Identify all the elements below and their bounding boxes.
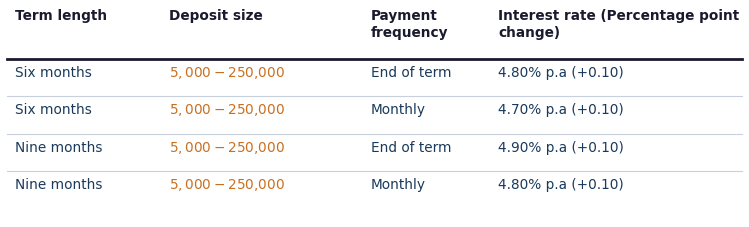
Text: Payment
frequency: Payment frequency <box>371 9 448 40</box>
Text: Monthly: Monthly <box>371 103 425 117</box>
Text: $5,000-$250,000: $5,000-$250,000 <box>169 65 285 81</box>
Text: 4.80% p.a (+0.10): 4.80% p.a (+0.10) <box>498 178 624 192</box>
Text: Nine months: Nine months <box>15 178 103 192</box>
Text: 4.70% p.a (+0.10): 4.70% p.a (+0.10) <box>498 103 624 117</box>
Text: 4.90% p.a (+0.10): 4.90% p.a (+0.10) <box>498 141 624 155</box>
Text: 4.80% p.a (+0.10): 4.80% p.a (+0.10) <box>498 66 624 80</box>
Text: Six months: Six months <box>15 103 92 117</box>
Text: Six months: Six months <box>15 66 92 80</box>
Text: End of term: End of term <box>371 66 451 80</box>
Text: Interest rate (Percentage point
change): Interest rate (Percentage point change) <box>498 9 739 40</box>
Text: $5,000-$250,000: $5,000-$250,000 <box>169 140 285 155</box>
Text: $5,000-$250,000: $5,000-$250,000 <box>169 102 285 118</box>
Text: Nine months: Nine months <box>15 141 103 155</box>
Text: Term length: Term length <box>15 9 107 23</box>
Text: Monthly: Monthly <box>371 178 425 192</box>
Text: Deposit size: Deposit size <box>169 9 262 23</box>
Text: $5,000-$250,000: $5,000-$250,000 <box>169 177 285 193</box>
Text: End of term: End of term <box>371 141 451 155</box>
